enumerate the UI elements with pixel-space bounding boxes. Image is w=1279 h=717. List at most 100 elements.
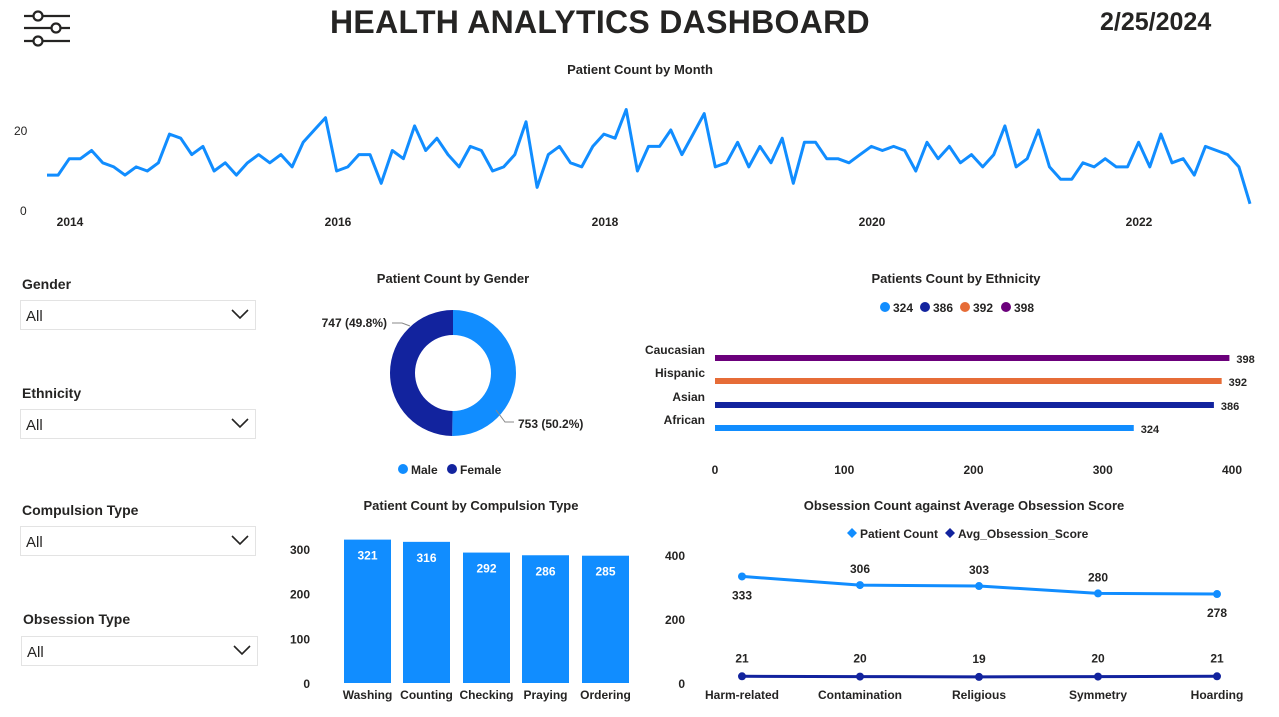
gender-slicer-label: Gender: [22, 276, 72, 292]
series-point: [1094, 589, 1102, 598]
data-label: 392: [1229, 377, 1247, 389]
ethnicity-dropdown-value: All: [26, 417, 43, 434]
x-tick-label: Hoarding: [1191, 688, 1244, 702]
x-tick-label: 300: [1093, 463, 1113, 477]
legend-label-male: Male: [411, 463, 438, 477]
bar-asian: [715, 402, 1214, 408]
ethnicity-slicer-label: Ethnicity: [22, 385, 82, 401]
x-tick-label: Checking: [459, 688, 513, 702]
data-label: 21: [735, 651, 749, 665]
x-tick-label: Praying: [523, 688, 567, 702]
chevron-down-icon: [231, 535, 249, 546]
obsession-dropdown-value: All: [27, 644, 44, 661]
data-label: 316: [416, 551, 436, 565]
y-tick-label: 200: [665, 613, 685, 627]
legend-marker-avg-score: [945, 528, 955, 538]
series-point: [1094, 672, 1102, 681]
chevron-down-icon: [233, 645, 251, 656]
donut-slice-male: [452, 310, 516, 436]
legend-marker-female: [447, 464, 457, 474]
data-label: 285: [595, 565, 615, 579]
legend-label: Patient Count: [860, 527, 938, 541]
ethnicity-chart-title: Patients Count by Ethnicity: [871, 271, 1041, 286]
data-label: 333: [732, 588, 752, 602]
x-tick-label: 2018: [592, 215, 619, 229]
x-tick-label: 400: [1222, 463, 1242, 477]
legend-marker: [920, 302, 930, 312]
bar-caucasian: [715, 355, 1230, 361]
y-tick-label: 200: [290, 588, 310, 602]
legend-label: 324: [893, 301, 913, 315]
x-tick-label: Religious: [952, 688, 1006, 702]
gender-chart-title: Patient Count by Gender: [376, 271, 530, 286]
legend-label: 392: [973, 301, 993, 315]
bar-hispanic: [715, 378, 1222, 384]
compulsion-dropdown-value: All: [26, 534, 43, 551]
filter-menu-button[interactable]: [22, 10, 72, 48]
legend-marker-male: [398, 464, 408, 474]
legend-marker: [880, 302, 890, 312]
y-tick-label: 100: [290, 632, 310, 646]
legend-label: 386: [933, 301, 953, 315]
compulsion-dropdown[interactable]: All: [20, 526, 256, 556]
monthly-series-line: [47, 108, 1252, 205]
data-label: 398: [1236, 354, 1254, 366]
gender-donut-chart: 753 (50.2%) 747 (49.8%) Male Female: [322, 310, 583, 477]
data-label: 303: [969, 563, 989, 577]
y-tick-label: 400: [665, 549, 685, 563]
series-point: [1213, 672, 1221, 681]
category-label: Asian: [672, 390, 705, 404]
x-tick-label: 200: [963, 463, 983, 477]
series-point: [738, 572, 746, 581]
data-label: 20: [1091, 652, 1105, 666]
data-label: 324: [1141, 424, 1160, 436]
compulsion-bar-chart: 0 100 200 300 321 Washing 316 Counting 292 Checki…: [290, 539, 631, 702]
series-point: [856, 672, 864, 681]
obsession-dropdown[interactable]: All: [21, 636, 258, 666]
series-point: [975, 672, 983, 681]
data-label: 280: [1088, 570, 1108, 584]
obsession-chart-title: Obsession Count against Average Obsessio…: [803, 498, 1125, 513]
monthly-chart-title: Patient Count by Month: [567, 62, 713, 77]
legend-marker-patient-count: [847, 528, 857, 538]
data-label: 286: [535, 564, 555, 578]
page-title: HEALTH ANALYTICS DASHBOARD: [330, 4, 870, 40]
gender-dropdown[interactable]: All: [20, 300, 256, 330]
data-label: 321: [357, 549, 377, 563]
data-label: 386: [1221, 401, 1239, 413]
gender-dropdown-value: All: [26, 308, 43, 325]
data-label: 21: [1210, 651, 1224, 665]
category-label: African: [664, 413, 705, 427]
series-point: [856, 581, 864, 590]
category-label: Caucasian: [645, 343, 705, 357]
monthly-line-chart: 20 0 2014 2016 2018 2020 2022: [14, 108, 1252, 229]
female-data-label: 747 (49.8%): [322, 316, 387, 330]
data-label: 20: [853, 652, 867, 666]
data-label: 19: [972, 652, 986, 666]
y-tick-label: 0: [20, 204, 27, 218]
series-point: [1213, 590, 1221, 599]
sliders-icon: [24, 10, 70, 47]
ethnicity-dropdown[interactable]: All: [20, 409, 256, 439]
x-tick-label: 100: [834, 463, 854, 477]
legend-label-female: Female: [460, 463, 502, 477]
female-label-leader: [392, 322, 411, 327]
data-label: 306: [850, 562, 870, 576]
x-tick-label: 0: [712, 463, 719, 477]
obsession-line-chart: Patient Count Avg_Obsession_Score 0 200 400 3…: [665, 527, 1244, 702]
x-tick-label: Ordering: [580, 688, 631, 702]
y-tick-label: 20: [14, 124, 28, 138]
data-label: 278: [1207, 606, 1227, 620]
male-data-label: 753 (50.2%): [518, 417, 583, 431]
bar-washing: [344, 539, 391, 683]
x-tick-label: 2016: [325, 215, 352, 229]
y-tick-label: 300: [290, 543, 310, 557]
bar-ordering: [582, 555, 629, 683]
legend-label: 398: [1014, 301, 1034, 315]
y-tick-label: 0: [678, 677, 685, 691]
report-date: 2/25/2024: [1100, 8, 1212, 36]
bar-african: [715, 425, 1134, 431]
x-tick-label: 2014: [57, 215, 84, 229]
legend-label: Avg_Obsession_Score: [958, 527, 1089, 541]
legend-marker: [960, 302, 970, 312]
